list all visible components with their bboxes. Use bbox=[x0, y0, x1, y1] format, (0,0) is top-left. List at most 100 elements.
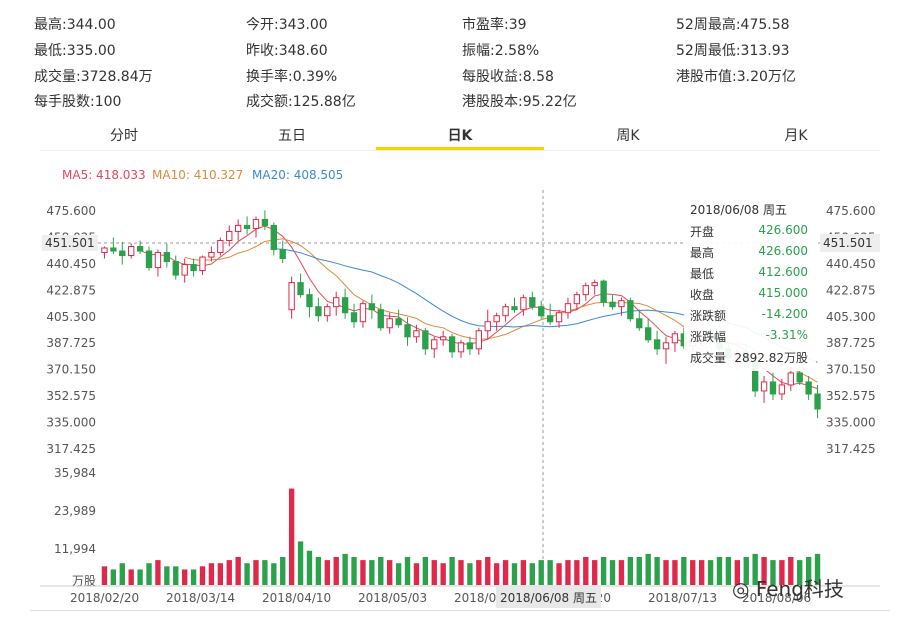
volume-bar bbox=[244, 563, 250, 585]
x-tick-label: 2018/08/06 bbox=[742, 591, 811, 605]
tab-3[interactable]: 周K bbox=[616, 128, 640, 144]
watermark: ◎ Feng科技 bbox=[732, 577, 844, 601]
stat-item: 昨收:348.60 bbox=[246, 40, 328, 60]
candle-body bbox=[350, 312, 358, 323]
candle-body bbox=[199, 256, 206, 272]
stat-item: 成交额:125.88亿 bbox=[246, 91, 356, 111]
x-tick-label: 2018/0 bbox=[454, 591, 496, 605]
x-tick-label: 2018/05/03 bbox=[358, 591, 427, 605]
ma5-label: MA5: 418.033 bbox=[62, 168, 146, 182]
volume-bar bbox=[476, 560, 482, 585]
volume-bar bbox=[716, 557, 723, 585]
candle-body bbox=[502, 306, 509, 317]
tooltip-key: 涨跌幅 bbox=[690, 330, 727, 344]
volume-bar bbox=[235, 557, 241, 585]
volume-bar bbox=[271, 563, 277, 585]
stat-label: 今开: bbox=[246, 17, 279, 33]
tab-4[interactable]: 月K bbox=[784, 128, 808, 144]
volume-bar bbox=[592, 560, 598, 585]
volume-bar bbox=[538, 560, 544, 585]
stat-label: 每手股数: bbox=[34, 94, 95, 110]
candle-body bbox=[270, 224, 277, 251]
volume-bar bbox=[493, 563, 500, 585]
candle-body bbox=[404, 324, 411, 338]
volume-bar bbox=[725, 557, 732, 585]
candle-body bbox=[243, 224, 251, 229]
stat-value: 3.20万亿 bbox=[736, 69, 796, 85]
ma10-label: MA10: 410.327 bbox=[152, 168, 244, 182]
volume-bar bbox=[752, 553, 758, 585]
candle-body bbox=[769, 381, 777, 395]
stat-value: 8.58 bbox=[522, 69, 554, 85]
candle-body bbox=[101, 247, 108, 254]
crosshair-price-right: 451.501 bbox=[823, 236, 873, 250]
volume-bar bbox=[547, 560, 553, 585]
price-tick-right: 422.875 bbox=[826, 283, 876, 297]
volume-bar bbox=[814, 553, 821, 585]
volume-bar bbox=[654, 557, 660, 585]
stat-value: 39 bbox=[508, 17, 527, 33]
crosshair-date: 2018/06/08 周五 bbox=[496, 587, 601, 608]
tooltip-value: 426.600 bbox=[758, 244, 808, 258]
price-tick-right: 475.600 bbox=[826, 204, 876, 218]
candle-body bbox=[600, 280, 607, 303]
candle-body bbox=[368, 303, 376, 311]
x-tick-label: 2018/03/14 bbox=[166, 591, 235, 605]
candle-body bbox=[324, 306, 331, 317]
candle-body bbox=[279, 249, 286, 260]
stat-label: 市盈率: bbox=[462, 17, 509, 33]
tooltip-key: 最低 bbox=[690, 267, 715, 281]
volume-bar bbox=[378, 557, 384, 585]
price-tick-left: 370.150 bbox=[46, 363, 96, 377]
stat-item: 成交量:3728.84万 bbox=[34, 66, 153, 86]
candle-body bbox=[493, 315, 500, 323]
stat-label: 昨收: bbox=[246, 43, 279, 59]
volume-bar bbox=[253, 560, 259, 585]
candle-body bbox=[288, 282, 295, 311]
tooltip-row: 最高 426.600 bbox=[690, 244, 812, 262]
candle-body bbox=[395, 318, 402, 326]
period-tabs: 分时 五日 日K 周K 月K bbox=[40, 124, 880, 150]
candle-body bbox=[457, 342, 465, 353]
tab-1[interactable]: 五日 bbox=[278, 128, 306, 144]
candle-body bbox=[439, 336, 447, 341]
price-tick-right: 317.425 bbox=[826, 442, 876, 456]
volume-bar bbox=[110, 569, 117, 585]
volume-bar bbox=[805, 557, 812, 585]
tooltip-row: 涨跌幅 -3.31% bbox=[690, 328, 812, 346]
volume-bar bbox=[333, 557, 339, 585]
volume-bar bbox=[502, 560, 509, 585]
tab-0[interactable]: 分时 bbox=[110, 128, 138, 144]
volume-bar bbox=[520, 560, 527, 585]
candle-body bbox=[475, 330, 483, 350]
candle-body bbox=[520, 297, 527, 311]
volume-bar bbox=[155, 560, 161, 585]
x-tick-label: 2018/07/13 bbox=[648, 591, 717, 605]
candle-body bbox=[448, 336, 456, 353]
stat-label: 成交量: bbox=[34, 69, 81, 85]
tab-2[interactable]: 日K bbox=[376, 124, 544, 150]
price-tick-right: 335.000 bbox=[826, 416, 876, 430]
candle-body bbox=[413, 330, 420, 338]
volume-bar bbox=[351, 557, 357, 585]
volume-bar bbox=[324, 560, 330, 585]
tooltip-row: 成交量 2892.82万股 bbox=[690, 349, 812, 367]
watermark-text: Feng科技 bbox=[755, 577, 844, 601]
volume-bar bbox=[485, 557, 491, 585]
price-tick-left: 317.425 bbox=[46, 442, 96, 456]
volume-bar bbox=[262, 560, 268, 585]
stat-label: 最低: bbox=[34, 43, 67, 59]
volume-bar bbox=[199, 566, 206, 585]
volume-bar bbox=[387, 560, 393, 585]
candle-body bbox=[315, 306, 322, 317]
price-tick-right: 405.300 bbox=[826, 310, 876, 324]
price-tick-left: 475.600 bbox=[46, 204, 96, 218]
tooltip-row: 收盘 415.000 bbox=[690, 286, 812, 304]
volume-bar bbox=[681, 557, 687, 585]
volume-bar bbox=[297, 541, 304, 585]
candle-body bbox=[431, 339, 438, 350]
stat-label: 52周最高: bbox=[676, 17, 741, 33]
volume-bar bbox=[663, 560, 669, 585]
tooltip-key: 最高 bbox=[690, 246, 715, 260]
